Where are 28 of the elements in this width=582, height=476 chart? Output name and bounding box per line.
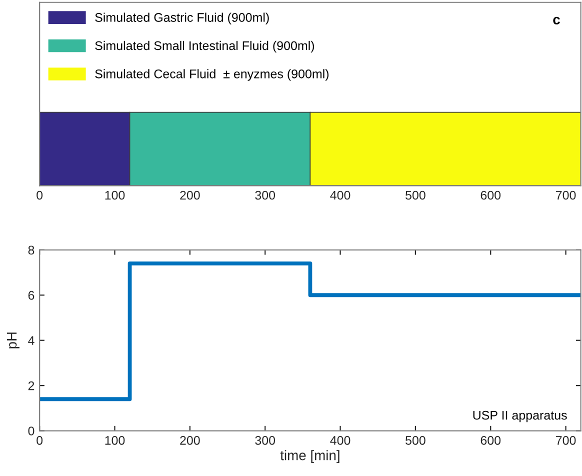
x-tick-label: 600	[480, 190, 501, 200]
legend-label: Simulated Gastric Fluid (900ml)	[95, 12, 269, 24]
x-tick-label: 700	[556, 190, 576, 200]
x-tick-label: 0	[36, 436, 43, 445]
annotation: c	[553, 16, 560, 24]
legend-label: Simulated Cecal Fluid ± enyzmes (900ml)	[95, 69, 329, 81]
y-tick-label: 6	[28, 290, 34, 300]
y-tick-label: 2	[28, 381, 34, 390]
y-tick-label: 4	[28, 336, 34, 345]
y-tick-label: 0	[28, 426, 34, 436]
x-tick-label: 300	[255, 436, 276, 445]
x-tick-label: 0	[36, 190, 43, 200]
y-axis-title: pH	[6, 332, 20, 348]
x-tick-label: 200	[180, 190, 200, 200]
x-tick-label: 500	[406, 190, 426, 200]
x-axis-title: time [min]	[280, 450, 340, 464]
x-tick-label: 100	[105, 190, 125, 200]
annotation: USP II apparatus	[473, 410, 567, 422]
x-tick-label: 400	[330, 190, 350, 200]
x-tick-label: 300	[255, 190, 276, 200]
x-tick-label: 500	[406, 436, 426, 445]
x-tick-label: 600	[480, 436, 501, 445]
x-tick-label: 400	[330, 436, 350, 445]
x-tick-label: 200	[180, 436, 200, 445]
x-tick-label: 700	[556, 436, 576, 445]
y-tick-label: 8	[28, 246, 34, 255]
legend-label: Simulated Small Intestinal Fluid (900ml)	[95, 40, 314, 53]
x-tick-label: 100	[105, 436, 125, 445]
